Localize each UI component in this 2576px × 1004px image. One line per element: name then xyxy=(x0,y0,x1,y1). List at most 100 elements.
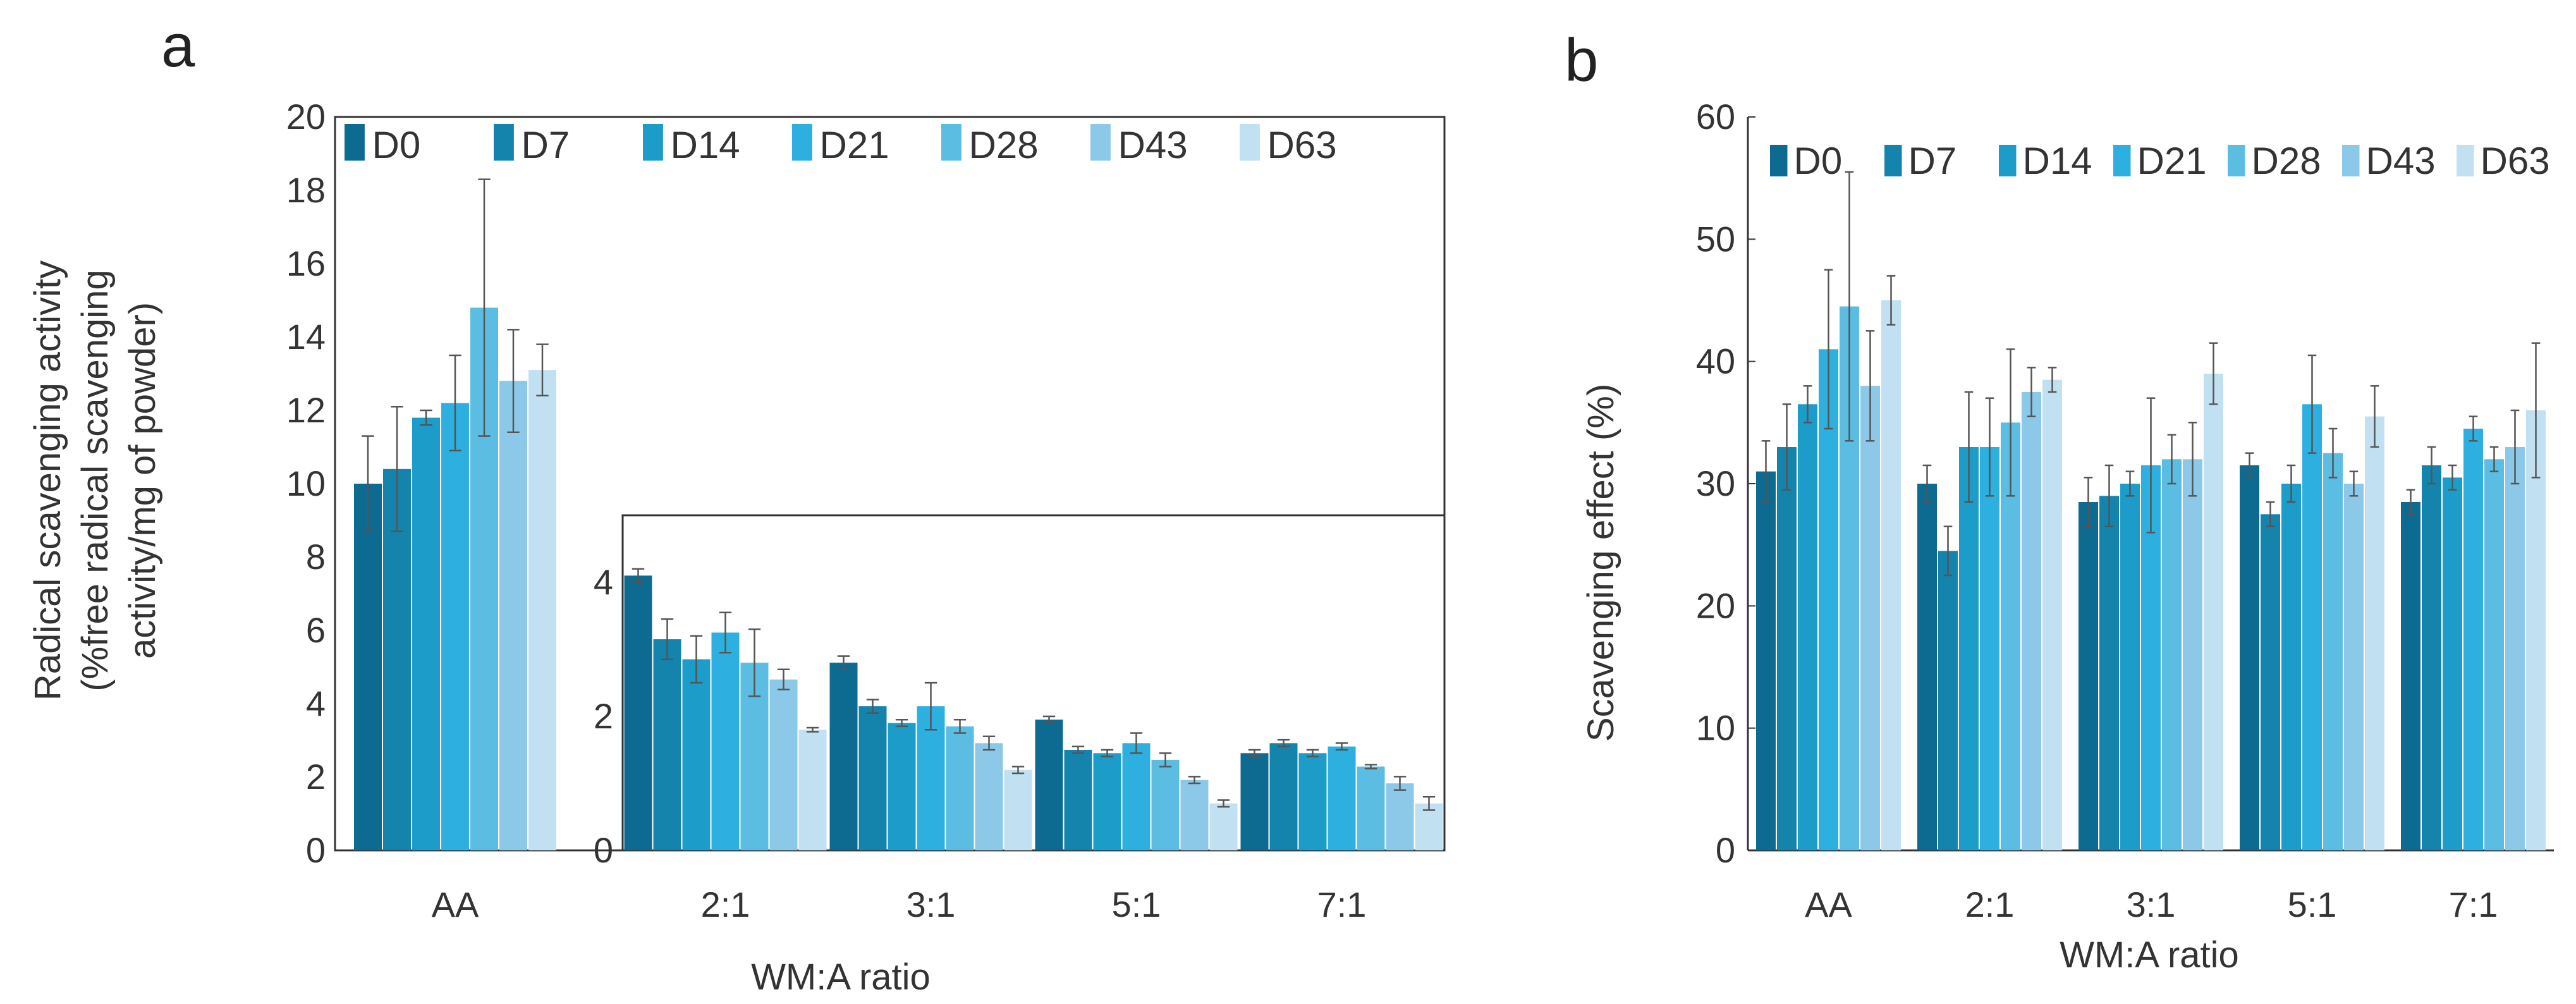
panel-b-error-bar-3-1-d0 xyxy=(2084,477,2093,527)
panel-a-inset-error-bar-3-1-d14 xyxy=(895,719,908,728)
panel-b-legend-swatch-d0 xyxy=(1770,145,1788,176)
panel-a-legend-d14: D14 xyxy=(671,124,740,166)
panel-b-ytick-30: 30 xyxy=(1696,463,1735,503)
panel-b-error-bar-3-1-d7 xyxy=(2104,464,2114,527)
panel-a-inset-error-bar-7-1-d14 xyxy=(1306,749,1319,757)
panel-b-error-bar-5-1-d0 xyxy=(2245,452,2254,479)
panel-a-inset-bar-2-1-d21 xyxy=(711,632,740,850)
panel-b-ylabel-text: Scavenging effect (%) xyxy=(1580,384,1621,742)
panel-a-legend-swatch-d14 xyxy=(643,124,663,161)
panel-a-inset-bar-3-1-d43 xyxy=(975,743,1003,850)
panel-b-error-bar-7-1-d63 xyxy=(2531,342,2541,479)
panel-b-legend-d0: D0 xyxy=(1794,140,1843,182)
panel-a-ytick-16: 16 xyxy=(286,243,326,283)
panel-b-legend-d7: D7 xyxy=(1908,140,1957,182)
panel-a-inset-error-bar-5-1-d63 xyxy=(1217,799,1230,808)
panel-b-xtick-7-1: 7:1 xyxy=(2449,885,2498,924)
panel-a-xtick-aa: AA xyxy=(432,885,479,924)
panel-a-error-bar-aa-d14 xyxy=(420,409,432,426)
panel-b-error-bar-3-1-d43 xyxy=(2188,422,2197,497)
panel-a-legend: D0 D7 D14 D21 D28 D43 D63 xyxy=(345,124,1337,166)
panel-a-ytick-18: 18 xyxy=(286,170,326,210)
panel-label-a: a xyxy=(161,12,195,80)
panel-a-inset-error-bar-3-1-d21 xyxy=(924,682,937,731)
panel-a-inset-frame xyxy=(621,514,1446,852)
panel-a-inset-error-bar-7-1-d63 xyxy=(1422,795,1436,811)
panel-b-bar-7-1-d63 xyxy=(2526,410,2546,850)
panel-b-bar-7-1-d14 xyxy=(2443,477,2462,850)
panel-b-ytick-50: 50 xyxy=(1696,219,1735,259)
panel-a-error-bar-aa-d0 xyxy=(362,435,374,532)
panel-a-inset-error-bar-5-1-d21 xyxy=(1130,732,1143,754)
panel-a-yticks: 0 2 4 6 8 10 12 14 16 18 20 xyxy=(286,97,326,870)
panel-a-inset-error-bar-7-1-d0 xyxy=(1248,749,1261,757)
panel-b-bar-5-1-d14 xyxy=(2281,484,2301,850)
panel-b-bar-3-1-d0 xyxy=(2079,502,2098,850)
panel-a-inset-bar-7-1-d28 xyxy=(1357,766,1385,850)
panel-a-inset-error-bar-7-1-d21 xyxy=(1335,742,1348,751)
panel-a-error-bar-aa-d7 xyxy=(391,405,403,532)
panel-b-bar-3-1-d28 xyxy=(2162,459,2182,850)
panel-b-error-bar-7-1-d21 xyxy=(2469,415,2478,442)
panel-a-ytick-12: 12 xyxy=(286,390,326,430)
panel-b-bar-5-1-d21 xyxy=(2302,404,2322,850)
panel-a-inset-bars xyxy=(624,568,1443,850)
panel-a-inset-error-bar-7-1-d43 xyxy=(1393,776,1407,791)
panel-b-error-bar-aa-d21 xyxy=(1824,269,1833,430)
panel-a-inset-error-bar-3-1-d43 xyxy=(982,735,996,751)
panel-a-bar-aa-d14 xyxy=(412,417,440,850)
panel-a-inset-bar-2-1-d7 xyxy=(653,639,681,850)
panel-a-inset-xticks: 2:1 3:1 5:1 7:1 xyxy=(701,885,1367,924)
panel-a-xlabel: WM:A ratio xyxy=(751,957,931,998)
panel-a-inset-error-bar-2-1-d0 xyxy=(632,568,645,584)
panel-b-bar-aa-d14 xyxy=(1798,404,1817,850)
panel-b-error-bar-2-1-d63 xyxy=(2048,367,2057,393)
panel-a-ytick-20: 20 xyxy=(286,97,326,137)
panel-b-error-bar-2-1-d28 xyxy=(2006,348,2015,497)
panel-a-error-bar-aa-d28 xyxy=(478,178,491,437)
panel-a-inset-bar-7-1-d14 xyxy=(1298,753,1327,850)
panel-a-inset-xtick-7-1: 7:1 xyxy=(1317,885,1367,924)
panel-a-inset-bar-7-1-d7 xyxy=(1269,743,1298,850)
panel-b-error-bar-5-1-d7 xyxy=(2266,501,2275,527)
panel-b-bar-3-1-d14 xyxy=(2120,484,2140,850)
panel-a-legend-d43: D43 xyxy=(1118,124,1188,166)
panel-b-legend-swatch-d43 xyxy=(2342,145,2360,176)
panel-a-inset-xtick-3-1: 3:1 xyxy=(906,885,956,924)
panel-a-inset-error-bar-3-1-d63 xyxy=(1011,766,1025,774)
panel-b-error-bar-aa-d28 xyxy=(1845,171,1854,442)
panel-a-inset-bar-7-1-d63 xyxy=(1415,803,1443,850)
panel-b-bar-aa-d43 xyxy=(1860,386,1880,850)
panel-b-error-bar-2-1-d43 xyxy=(2027,367,2036,417)
panel-a-inset-error-bar-3-1-d0 xyxy=(837,655,850,671)
panel-b-bar-3-1-d7 xyxy=(2099,496,2119,850)
panel-b-bar-5-1-d63 xyxy=(2365,416,2384,850)
panel-b-error-bar-5-1-d43 xyxy=(2349,470,2359,497)
panel-a-ytick-14: 14 xyxy=(286,317,326,357)
panel-b-error-bar-2-1-d7 xyxy=(1943,525,1953,577)
panel-a-inset-ytick-0: 0 xyxy=(594,830,613,870)
panel-b-error-bar-2-1-d14 xyxy=(1964,391,1974,503)
panel-a-inset-bar-5-1-d28 xyxy=(1151,759,1180,850)
panel-a-inset-xtick-2-1: 2:1 xyxy=(701,885,750,924)
panel-b-error-bar-3-1-d14 xyxy=(2125,470,2135,497)
panel-b-legend-swatch-d28 xyxy=(2228,145,2245,176)
panel-a-error-bar-aa-d63 xyxy=(536,343,549,397)
panel-a-inset-bar-7-1-d0 xyxy=(1240,753,1269,850)
panel-a-inset-bar-3-1-d0 xyxy=(829,663,858,850)
panel-b-bar-2-1-d43 xyxy=(2022,392,2041,850)
panel-b-error-bar-5-1-d63 xyxy=(2370,385,2379,448)
panel-b-legend-d14: D14 xyxy=(2023,140,2092,182)
panel-a-legend-swatch-d7 xyxy=(494,124,514,161)
panel-b-error-bar-3-1-d63 xyxy=(2209,342,2218,405)
panel-b-bar-7-1-d0 xyxy=(2401,502,2420,850)
panel-a-inset-error-bar-7-1-d7 xyxy=(1277,738,1290,747)
panel-b-bar-5-1-d43 xyxy=(2344,484,2364,850)
panel-a-inset-error-bar-5-1-d14 xyxy=(1101,749,1114,757)
panel-b-error-bar-5-1-d28 xyxy=(2328,427,2338,479)
panel-a-inset-error-bar-2-1-d7 xyxy=(661,618,674,661)
panel-a-inset-error-bar-2-1-d21 xyxy=(719,611,732,654)
panel-b-bar-aa-d7 xyxy=(1777,447,1797,850)
panel-a-ytick-2: 2 xyxy=(306,757,326,797)
panel-b-legend-d21: D21 xyxy=(2137,140,2207,182)
